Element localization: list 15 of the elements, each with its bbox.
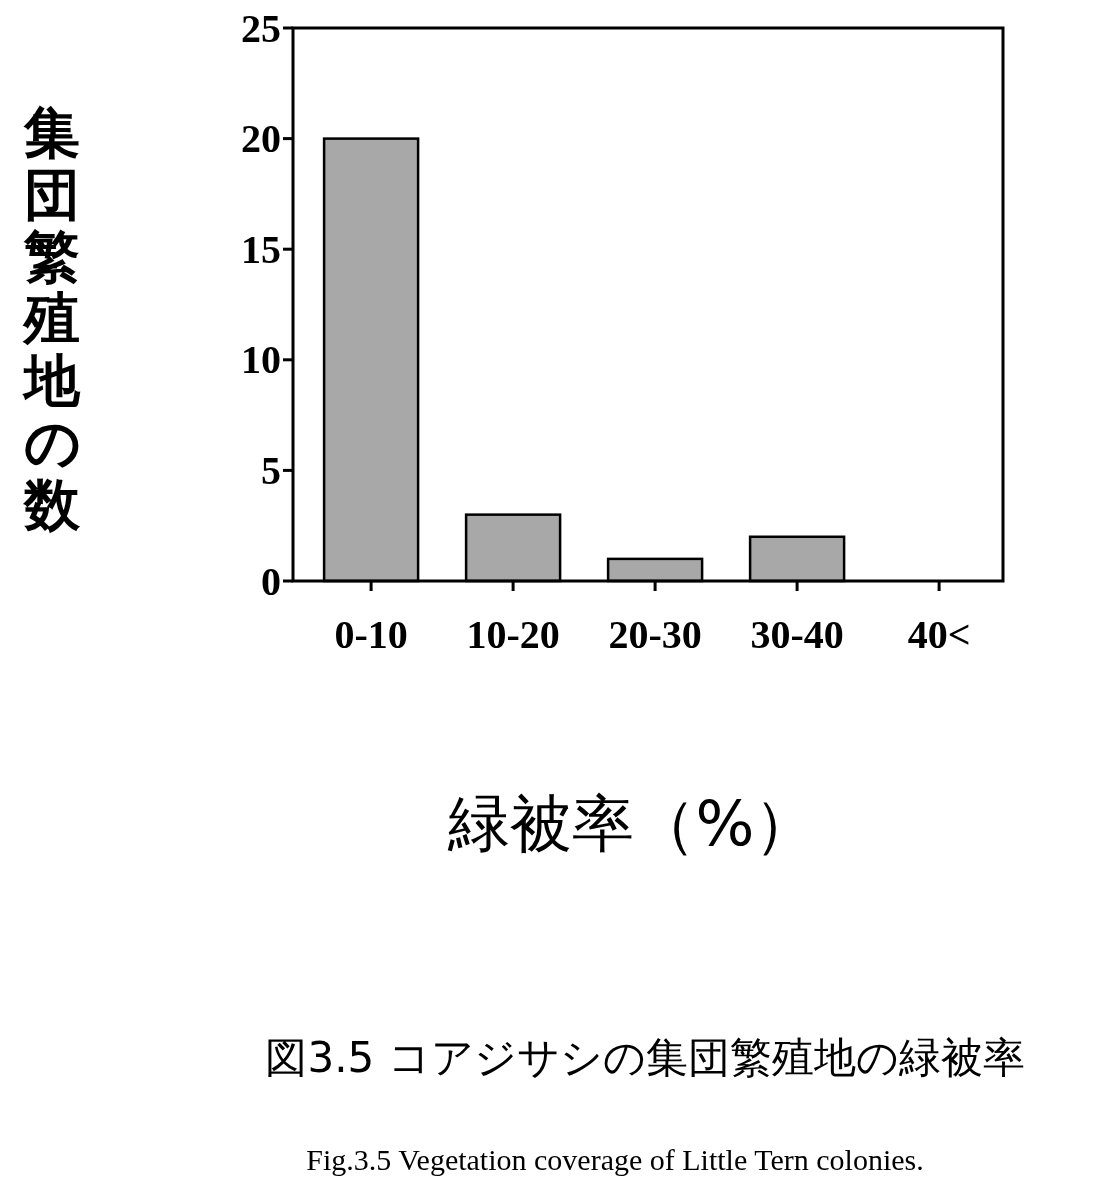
- y-tick-label: 5: [261, 447, 281, 493]
- y-tick-label: 15: [241, 226, 281, 272]
- y-axis-title: 集団繁殖地の数: [22, 99, 81, 537]
- y-tick-label: 10: [241, 337, 281, 383]
- text: 図3.5 コアジサシの集団繁殖地の緑被率: [265, 1033, 1025, 1082]
- caption: Fig.3.5 Vegetation coverage of Little Tern colonies.: [306, 1143, 924, 1176]
- y-tick-label: 20: [241, 116, 281, 162]
- x-tick-label: 10-20: [466, 612, 560, 657]
- x-tick-label: 20-30: [608, 612, 702, 657]
- x-tick-label: 40<: [907, 612, 971, 657]
- x-axis-title: 緑被率（%）: [446, 787, 817, 860]
- y-tick-label: 0: [261, 558, 281, 604]
- x-tick-label: 30-40: [750, 612, 844, 657]
- x-tick-label: 0-10: [334, 612, 408, 657]
- y-tick-label: 25: [241, 5, 281, 51]
